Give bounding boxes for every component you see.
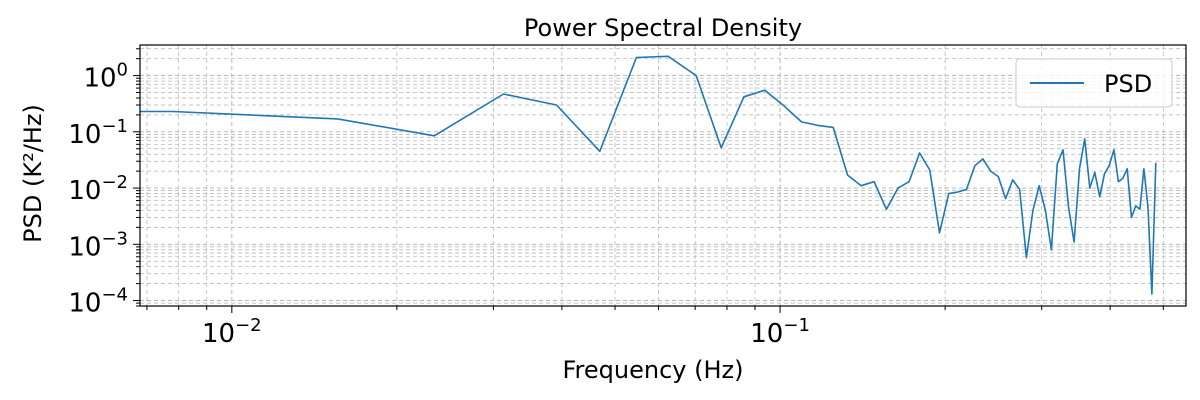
chart-title: Power Spectral Density — [524, 14, 802, 42]
plot-frame — [139, 44, 1187, 307]
x-tick-label: 10−1 — [750, 315, 810, 349]
y-axis-title: PSD (K²/Hz) — [19, 104, 47, 243]
y-tick-label: 10−3 — [68, 228, 128, 262]
legend-label-psd: PSD — [1104, 70, 1152, 98]
series-line-psd — [140, 55, 1157, 295]
legend: PSD — [1015, 58, 1173, 108]
y-tick-label: 10−4 — [68, 285, 128, 319]
x-axis-title: Frequency (Hz) — [563, 356, 744, 384]
y-tick-label: 100 — [83, 60, 128, 94]
y-tick-label: 10−2 — [68, 172, 128, 206]
x-tick-label: 10−2 — [202, 315, 262, 349]
grid — [140, 45, 1186, 307]
legend-box — [1015, 58, 1173, 108]
y-tick-label: 10−1 — [68, 116, 128, 150]
series-layer — [140, 55, 1157, 295]
axis-ticks — [133, 48, 1164, 313]
tick-labels: 10−2 10−1 100 10−1 10−2 10−3 10−4 — [68, 60, 810, 349]
